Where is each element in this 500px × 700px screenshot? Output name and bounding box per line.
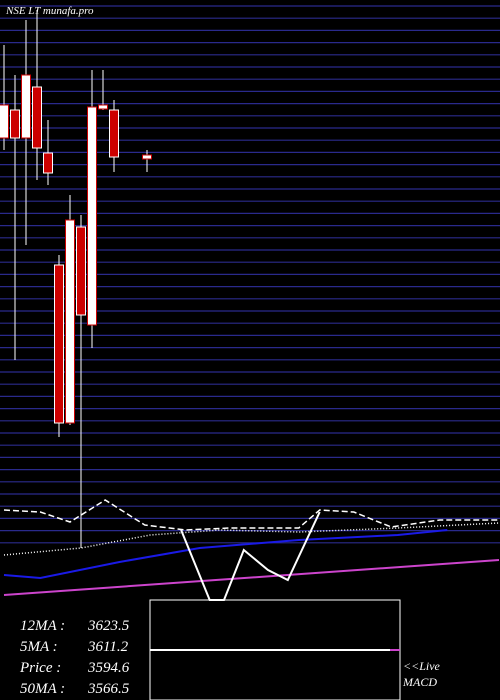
stat-label: 50MA : — [20, 681, 65, 697]
candle-body — [109, 109, 119, 158]
candle-body — [0, 104, 9, 139]
indicator-line — [180, 511, 321, 601]
candle-body — [142, 154, 152, 160]
candle-body — [32, 86, 42, 149]
stat-label: Price : — [19, 660, 61, 676]
indicator-line — [3, 529, 448, 580]
macd-label: MACD — [402, 675, 437, 689]
candle-body — [65, 219, 75, 424]
chart-title: NSE LT munafa.pro — [5, 5, 94, 17]
candle-body — [76, 226, 86, 316]
stat-value: 3566.5 — [87, 681, 130, 697]
candle-body — [98, 104, 108, 110]
candle-body — [21, 74, 31, 139]
candle-body — [54, 264, 64, 424]
candle-body — [43, 152, 53, 174]
stat-value: 3623.5 — [87, 618, 130, 634]
candle-body — [10, 109, 20, 139]
candle-body — [87, 106, 97, 326]
indicator-line — [3, 559, 500, 596]
stat-label: 5MA : — [20, 639, 58, 655]
indicator-line — [3, 499, 499, 531]
macd-live: <<Live — [403, 659, 441, 673]
grid — [0, 5, 500, 544]
stat-value: 3611.2 — [87, 639, 129, 655]
stat-label: 12MA : — [20, 618, 65, 634]
stat-value: 3594.6 — [87, 660, 130, 676]
